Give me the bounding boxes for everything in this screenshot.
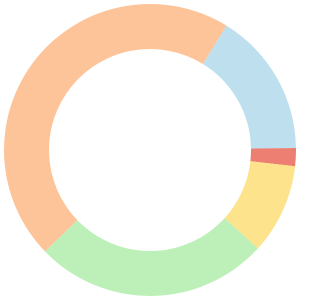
donut-segment — [44, 218, 258, 296]
donut-segment — [202, 25, 296, 149]
donut-segment — [4, 4, 227, 252]
donut-segment — [250, 147, 296, 167]
donut-segment — [224, 161, 296, 249]
chart — [4, 4, 296, 296]
page: (() => { const data = JSON.parse(documen… — [4, 4, 296, 296]
